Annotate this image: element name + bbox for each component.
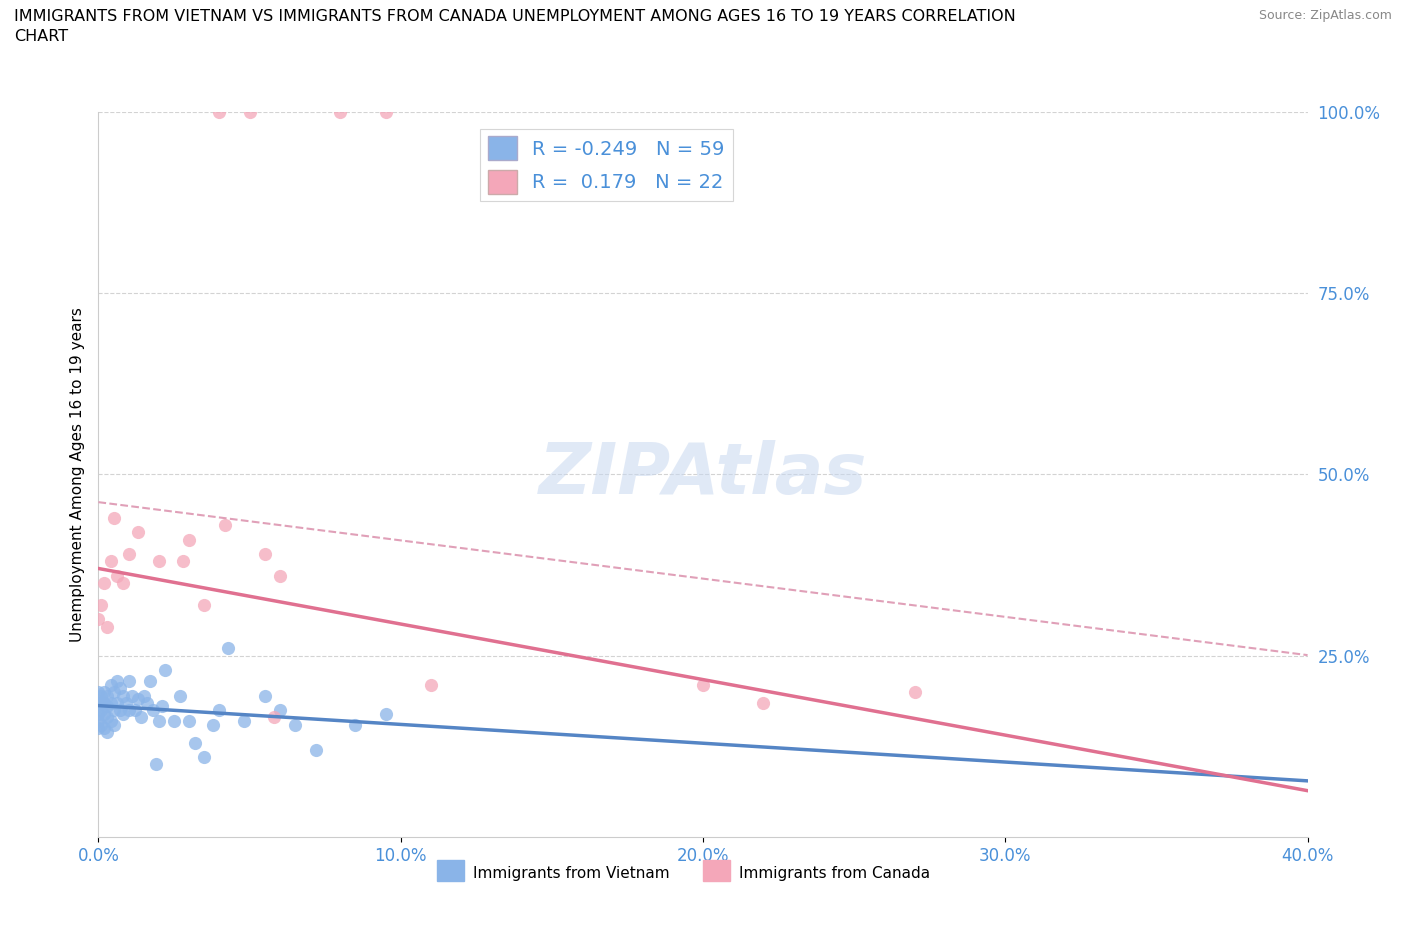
Point [214,518,236,533]
Point [374,706,396,721]
Point [142,703,165,718]
Point [105,673,128,688]
Text: Source: ZipAtlas.com: Source: ZipAtlas.com [1258,9,1392,22]
Point [96,724,118,739]
Text: Immigrants from Canada: Immigrants from Canada [740,866,931,881]
Point [904,684,927,699]
Point [145,757,167,772]
Point [153,663,176,678]
Point [118,703,141,718]
Legend: R = -0.249   N = 59, R =  0.179   N = 22: R = -0.249 N = 59, R = 0.179 N = 22 [479,128,733,201]
Point [139,673,162,688]
Point [96,688,118,703]
Point [232,713,254,728]
Point [344,717,367,732]
Point [87,696,110,711]
Point [87,612,110,627]
Point [111,576,134,591]
Point [103,717,125,732]
Point [87,713,110,728]
Text: Immigrants from Vietnam: Immigrants from Vietnam [474,866,669,881]
Point [108,681,131,696]
Point [208,703,231,718]
Point [329,104,352,119]
Point [100,677,122,692]
Point [163,713,186,728]
Point [93,684,115,699]
Point [100,713,122,728]
Point [269,703,291,718]
Point [269,568,291,583]
Point [103,703,125,718]
Point [239,104,262,119]
Point [90,597,112,612]
Point [100,554,122,569]
Point [118,673,141,688]
Point [90,688,112,703]
Point [96,699,118,714]
Point [148,713,170,728]
Point [127,525,149,539]
Point [374,104,396,119]
Bar [703,859,730,881]
Point [150,699,173,714]
Point [93,721,115,736]
Point [118,547,141,562]
Point [193,597,215,612]
Point [105,696,128,711]
Point [127,692,149,707]
Point [202,717,225,732]
Point [124,703,146,718]
Point [132,688,155,703]
Y-axis label: Unemployment Among Ages 16 to 19 years: Unemployment Among Ages 16 to 19 years [69,307,84,642]
Point [105,568,128,583]
Point [90,717,112,732]
Point [284,717,307,732]
Point [111,688,134,703]
Point [93,576,115,591]
Point [90,703,112,718]
Text: ZIPAtlas: ZIPAtlas [538,440,868,509]
Point [103,511,125,525]
Bar [437,859,464,881]
Point [172,554,194,569]
Point [96,619,118,634]
Point [169,688,191,703]
Point [217,641,239,656]
Point [692,677,714,692]
Point [208,104,231,119]
Point [253,688,276,703]
Point [420,677,443,692]
Point [93,696,115,711]
Point [148,554,170,569]
Point [108,703,131,718]
Point [752,696,775,711]
Point [96,710,118,724]
Point [100,696,122,711]
Point [93,706,115,721]
Point [263,710,285,724]
Point [87,721,110,736]
Point [103,684,125,699]
Point [90,696,112,711]
Point [253,547,276,562]
Point [121,688,143,703]
Point [87,706,110,721]
Point [87,684,110,699]
Point [114,696,136,711]
Point [135,696,157,711]
Text: IMMIGRANTS FROM VIETNAM VS IMMIGRANTS FROM CANADA UNEMPLOYMENT AMONG AGES 16 TO : IMMIGRANTS FROM VIETNAM VS IMMIGRANTS FR… [14,9,1015,44]
Point [305,742,328,757]
Point [193,750,215,764]
Point [129,710,152,724]
Point [179,713,201,728]
Point [184,736,207,751]
Point [179,532,201,547]
Point [111,706,134,721]
